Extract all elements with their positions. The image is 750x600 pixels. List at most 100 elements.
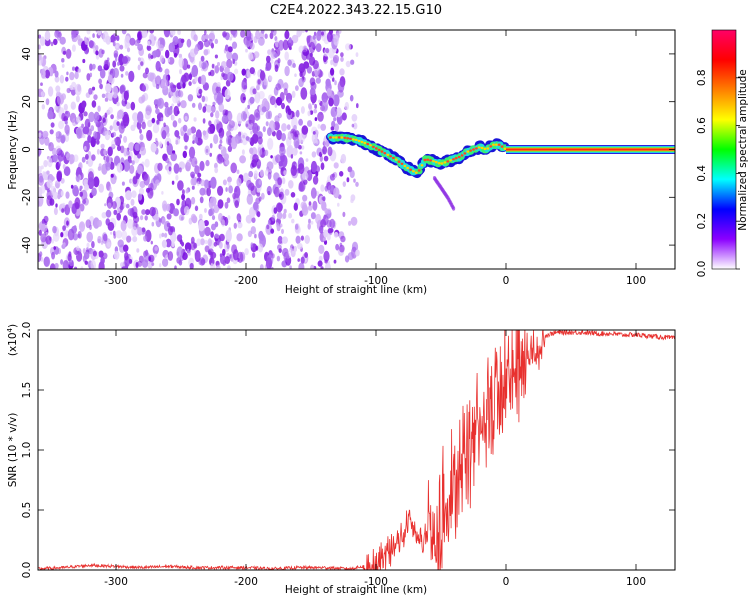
noise-speckle [163, 122, 166, 128]
noise-speckle [180, 38, 185, 44]
noise-speckle [134, 40, 140, 46]
noise-speckle [283, 170, 287, 176]
noise-speckle [260, 192, 265, 200]
noise-speckle [110, 35, 115, 43]
noise-speckle [184, 145, 188, 150]
noise-speckle [84, 39, 89, 45]
noise-speckle [134, 143, 141, 152]
noise-speckle [303, 179, 308, 185]
noise-speckle [91, 187, 97, 197]
noise-speckle [174, 130, 180, 138]
noise-speckle [266, 161, 274, 171]
colorbar-tick-label: 0.8 [696, 69, 708, 86]
noise-speckle [62, 164, 66, 170]
noise-speckle [227, 112, 233, 121]
ridge-blob-core [357, 139, 361, 143]
noise-speckle [283, 88, 288, 96]
noise-speckle [168, 225, 173, 236]
noise-speckle [225, 187, 228, 192]
noise-speckle [270, 228, 275, 234]
noise-speckle [293, 202, 298, 211]
noise-speckle [50, 186, 56, 194]
ridge-blob-core [332, 136, 335, 139]
noise-speckle [334, 123, 339, 132]
noise-speckle [240, 30, 246, 38]
noise-speckle [204, 226, 211, 237]
noise-speckle [107, 74, 113, 84]
noise-speckle [258, 179, 262, 185]
noise-speckle [107, 146, 113, 157]
snr-series-line [38, 330, 675, 570]
noise-speckle [259, 264, 264, 269]
noise-speckle [93, 131, 98, 139]
noise-speckle [304, 235, 311, 244]
noise-speckle [227, 181, 231, 186]
frequency-ridge [326, 130, 675, 211]
noise-speckle [167, 58, 171, 63]
noise-speckle [301, 125, 309, 135]
ridge-blob-core [489, 145, 493, 148]
noise-speckle [120, 73, 124, 78]
colorbar-ticks: 0.0 0.2 0.4 0.6 0.8 [696, 69, 740, 277]
noise-speckle [199, 187, 206, 196]
noise-speckle [150, 55, 154, 59]
noise-speckle [208, 250, 212, 255]
noise-speckle [89, 63, 93, 71]
noise-speckle [104, 112, 108, 118]
noise-speckle [62, 260, 69, 269]
noise-speckle [46, 170, 50, 175]
noise-speckle [130, 198, 135, 206]
noise-speckle [274, 186, 280, 198]
noise-speckle [128, 258, 133, 264]
noise-speckle [301, 30, 306, 33]
noise-speckle [197, 76, 202, 83]
noise-speckle [290, 165, 297, 177]
noise-speckle [292, 63, 296, 68]
noise-speckle [207, 126, 214, 135]
colorbar-tick-label: 0.0 [696, 261, 708, 278]
noise-speckle [69, 71, 75, 81]
noise-speckle [333, 187, 340, 199]
noise-speckle [341, 112, 347, 121]
snr-x-tick-label: 100 [626, 576, 646, 588]
noise-speckle [73, 154, 79, 162]
noise-speckle [83, 111, 88, 117]
noise-speckle [61, 202, 66, 208]
noise-speckle [258, 230, 264, 241]
ridge-blob-core [406, 166, 410, 170]
ridge-blob-core [403, 164, 407, 168]
noise-speckle [169, 82, 174, 89]
noise-speckle [159, 55, 165, 63]
noise-speckle [214, 65, 220, 74]
noise-speckle [104, 97, 109, 102]
ridge-blob-core [392, 156, 395, 160]
noise-speckle [209, 152, 212, 157]
noise-speckle [291, 34, 299, 44]
noise-speckle [241, 68, 247, 76]
snr-panel: -300 -200 -100 0 100 0.0 0.5 1.0 1.5 2.0 Height … [6, 322, 676, 596]
noise-speckle [182, 252, 188, 261]
noise-speckle [127, 56, 131, 62]
noise-speckle [293, 124, 297, 132]
noise-speckle [209, 208, 215, 216]
noise-speckle [244, 248, 249, 256]
noise-speckle [234, 185, 241, 199]
noise-speckle [223, 153, 229, 161]
noise-speckle [131, 226, 138, 237]
noise-speckle [147, 72, 155, 82]
noise-speckle [158, 141, 163, 148]
noise-speckle [337, 202, 340, 207]
noise-speckle [44, 136, 50, 146]
noise-speckle [151, 221, 155, 227]
noise-speckle [175, 96, 181, 104]
noise-speckle [164, 68, 170, 76]
noise-speckle [308, 103, 312, 110]
noise-speckle [283, 208, 287, 214]
noise-speckle [60, 177, 65, 184]
noise-speckle [279, 146, 286, 156]
noise-speckle [86, 242, 90, 248]
noise-speckle [291, 218, 295, 224]
noise-speckle [300, 106, 305, 114]
noise-speckle [320, 123, 327, 131]
